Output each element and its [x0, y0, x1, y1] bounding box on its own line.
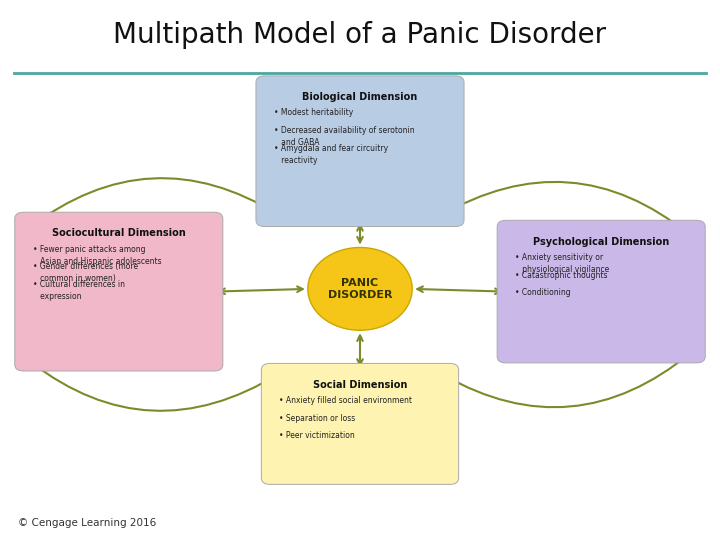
Text: common in women): common in women): [33, 274, 115, 284]
Text: Asian and Hispanic adolescents: Asian and Hispanic adolescents: [33, 256, 161, 266]
Text: Biological Dimension: Biological Dimension: [302, 92, 418, 102]
Text: • Catastrophic thoughts: • Catastrophic thoughts: [516, 271, 608, 280]
Text: • Conditioning: • Conditioning: [516, 288, 571, 298]
Text: • Gender differences (more: • Gender differences (more: [33, 262, 138, 272]
Text: • Decreased availability of serotonin: • Decreased availability of serotonin: [274, 126, 415, 135]
FancyBboxPatch shape: [261, 363, 459, 484]
Text: • Amygdala and fear circuitry: • Amygdala and fear circuitry: [274, 144, 388, 153]
FancyBboxPatch shape: [14, 212, 223, 371]
Text: PANIC
DISORDER: PANIC DISORDER: [328, 278, 392, 300]
Text: • Anxiety filled social environment: • Anxiety filled social environment: [279, 396, 413, 405]
Text: Psychological Dimension: Psychological Dimension: [533, 237, 670, 247]
Text: Sociocultural Dimension: Sociocultural Dimension: [52, 228, 186, 239]
Text: • Fewer panic attacks among: • Fewer panic attacks among: [33, 245, 145, 254]
Text: and GABA: and GABA: [274, 138, 320, 147]
Text: • Anxiety sensitivity or: • Anxiety sensitivity or: [516, 253, 603, 262]
FancyBboxPatch shape: [256, 76, 464, 226]
Text: • Peer victimization: • Peer victimization: [279, 431, 355, 441]
FancyBboxPatch shape: [497, 220, 705, 363]
Text: • Modest heritability: • Modest heritability: [274, 108, 354, 117]
Text: • Separation or loss: • Separation or loss: [279, 414, 356, 423]
Text: reactivity: reactivity: [274, 156, 318, 165]
Text: • Cultural differences in: • Cultural differences in: [33, 280, 125, 289]
Text: Multipath Model of a Panic Disorder: Multipath Model of a Panic Disorder: [114, 21, 606, 49]
Text: expression: expression: [33, 292, 81, 301]
Text: physiological vigilance: physiological vigilance: [516, 265, 609, 274]
Ellipse shape: [307, 247, 412, 330]
Text: Social Dimension: Social Dimension: [312, 380, 408, 390]
Text: © Cengage Learning 2016: © Cengage Learning 2016: [18, 518, 156, 528]
